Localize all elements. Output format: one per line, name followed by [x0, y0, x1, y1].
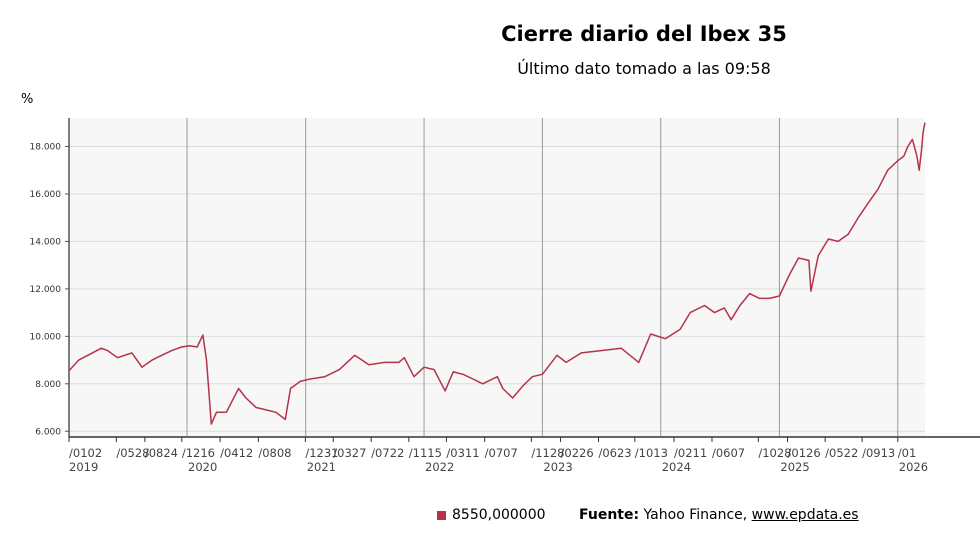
y-tick-labels: 6.000 8.000 10.000 12.000 14.000 16.000 18.000: [30, 142, 62, 437]
year-label: 2025: [780, 460, 809, 474]
y-tick-label: 18.000: [30, 142, 62, 152]
y-tick-label: 6.000: [35, 427, 61, 437]
year-label: 2022: [425, 460, 454, 474]
series-line: [68, 122, 926, 425]
line-chart: 6.000 8.000 10.000 12.000 14.000 16.000 18.000…: [30, 118, 980, 474]
x-tick-label: /0102: [69, 446, 102, 460]
x-tick-label: /1216: [182, 446, 215, 460]
year-lines: [186, 118, 899, 436]
x-tick-label: /0126: [788, 446, 821, 460]
y-tick-label: 8.000: [35, 380, 61, 390]
source-note: Fuente: Yahoo Finance, www.epdata.es: [579, 507, 859, 523]
x-tick-label: /0607: [712, 446, 745, 460]
x-tick-label: /0528: [116, 446, 149, 460]
year-label: 2026: [899, 460, 928, 474]
x-tick-label: /0211: [674, 446, 707, 460]
source-prefix: Fuente:: [579, 507, 640, 523]
year-labels: 2019 2020 2021 2022 2023 2024 2025 2026: [69, 460, 928, 474]
x-tick-label: /1115: [409, 446, 442, 460]
x-tick-label: /1028: [758, 446, 791, 460]
year-label: 2020: [188, 460, 217, 474]
x-tick-label: /1231: [305, 446, 338, 460]
x-tick-label: /0913: [862, 446, 895, 460]
chart-title: Cierre diario del Ibex 35: [501, 22, 787, 46]
y-tick-label: 16.000: [30, 190, 62, 200]
plot-area: [69, 118, 925, 436]
x-tick-label: /0327: [333, 446, 366, 460]
x-tick-labels: /0102/0528/0824/1216/0412/0808/1231/0327…: [68, 437, 917, 460]
x-tick-label: /0311: [446, 446, 479, 460]
year-label: 2023: [543, 460, 572, 474]
y-tick-label: 10.000: [30, 332, 62, 342]
x-tick-label: /0824: [145, 446, 178, 460]
source-link[interactable]: www.epdata.es: [751, 507, 859, 523]
x-tick-label: /0808: [258, 446, 291, 460]
x-tick-label: /1128: [531, 446, 564, 460]
x-tick-label: /01: [898, 446, 917, 460]
x-tick-label: /0522: [825, 446, 858, 460]
legend-label: 8550,000000: [452, 507, 546, 523]
y-tick-label: 12.000: [30, 285, 62, 295]
x-tick-label: /0412: [220, 446, 253, 460]
source-text: Yahoo Finance,: [643, 507, 748, 523]
x-tick-label: /0226: [561, 446, 594, 460]
x-tick-label: /0722: [371, 446, 404, 460]
x-tick-label: /0707: [485, 446, 518, 460]
x-tick-label: /0623: [598, 446, 631, 460]
y-axis-unit: %: [21, 92, 34, 107]
y-tick-label: 14.000: [30, 237, 62, 247]
year-label: 2021: [307, 460, 336, 474]
legend-swatch: [437, 510, 446, 520]
legend: 8550,000000: [437, 507, 546, 523]
chart-subtitle: Último dato tomado a las 09:58: [517, 59, 771, 78]
x-tick-label: /1013: [635, 446, 668, 460]
year-label: 2019: [69, 460, 98, 474]
year-label: 2024: [662, 460, 691, 474]
